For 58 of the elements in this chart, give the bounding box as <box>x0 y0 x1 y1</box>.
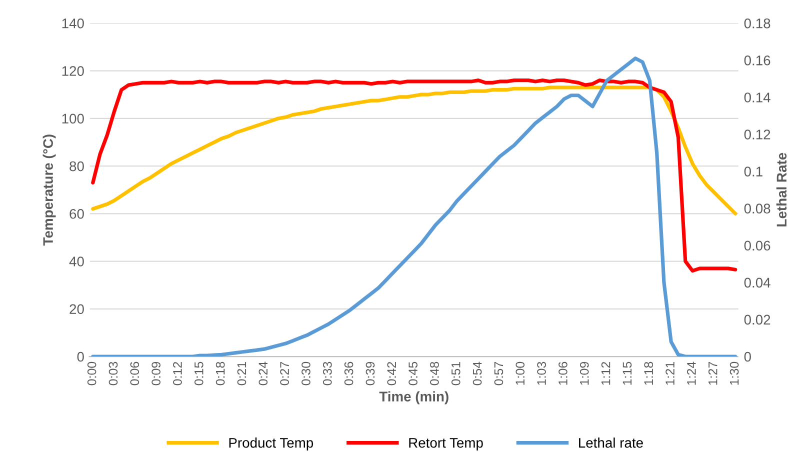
y-tick-label: 120 <box>62 66 84 76</box>
line-series <box>91 86 738 216</box>
x-tick-label: 0:03 <box>108 362 118 386</box>
y-tick-label: 0 <box>77 352 84 362</box>
x-tick-label: 1:30 <box>730 362 739 385</box>
x-tick-label: 0:00 <box>87 362 96 386</box>
x-tick-label: 0:21 <box>237 362 246 386</box>
legend-label: Lethal rate <box>579 438 643 448</box>
y2-tick-label: 0.18 <box>744 18 770 28</box>
x-tick-label: 0:24 <box>258 362 268 386</box>
x-tick-label: 1:15 <box>622 362 632 385</box>
x-tick-label: 1:27 <box>708 362 718 385</box>
x-tick-label: 0:39 <box>366 362 375 386</box>
y2-tick-label: 0 <box>744 352 751 362</box>
y-tick-label: 100 <box>62 114 84 124</box>
x-tick-label: 0:33 <box>322 362 332 386</box>
y2-tick-label: 0.16 <box>744 56 770 66</box>
line-series <box>91 78 738 273</box>
x-tick-label: 0:45 <box>408 362 418 386</box>
y2-tick-label: 0.06 <box>744 240 770 251</box>
x-tick-label: 1:00 <box>516 362 525 385</box>
x-tick-label: 0:12 <box>173 362 182 386</box>
x-tick-label: 0:15 <box>194 362 204 386</box>
x-tick-label: 0:06 <box>130 362 140 386</box>
x-tick-label: 0:42 <box>387 362 396 386</box>
x-tick-label: 0:36 <box>344 362 354 386</box>
x-tick-label: 0:30 <box>302 362 310 386</box>
x-tick-label: 1:24 <box>687 362 696 385</box>
x-axis-title: Time (min) <box>379 391 448 404</box>
y-tick-label: 60 <box>70 208 84 219</box>
y2-tick-label: 0.08 <box>744 204 770 214</box>
x-tick-label: 1:12 <box>601 362 610 385</box>
y-tick-label: 20 <box>70 304 84 314</box>
line-series <box>91 56 738 357</box>
x-tick-label: 1:06 <box>558 362 568 385</box>
x-tick-label: 0:18 <box>216 362 225 386</box>
y-tick-label: 80 <box>70 161 84 172</box>
y2-tick-label: 0.12 <box>744 130 770 140</box>
x-tick-label: 0:51 <box>451 362 460 386</box>
x-tick-label: 0:27 <box>280 362 289 386</box>
y-tick-label: 40 <box>69 256 84 266</box>
y2-tick-label: 0.1 <box>744 166 762 176</box>
y2-tick-label: 0.14 <box>744 92 770 102</box>
x-tick-label: 1:09 <box>580 362 589 385</box>
x-tick-label: 0:48 <box>430 362 439 386</box>
legend-label: Retort Temp <box>409 438 483 450</box>
x-tick-label: 1:03 <box>537 362 546 385</box>
x-tick-label: 1:21 <box>666 362 674 385</box>
y2-tick-label: 0.04 <box>744 278 770 288</box>
y2-axis-title: Lethal Rate <box>776 152 787 226</box>
legend-label: Product Temp <box>229 438 314 450</box>
x-tick-label: 0:09 <box>152 362 160 386</box>
x-tick-label: 0:54 <box>472 362 482 386</box>
y-axis-title: Temperature (°C) <box>42 134 56 246</box>
y2-tick-label: 0.02 <box>744 314 770 325</box>
x-tick-label: 1:18 <box>644 362 654 385</box>
y-tick-label: 140 <box>62 18 84 28</box>
x-tick-label: 0:57 <box>494 362 504 386</box>
